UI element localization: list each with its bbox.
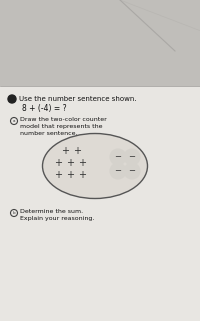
Text: Determine the sum.
Explain your reasoning.: Determine the sum. Explain your reasonin…	[20, 209, 94, 221]
Text: +: +	[54, 170, 62, 180]
Text: −: −	[128, 167, 135, 176]
FancyBboxPatch shape	[0, 86, 200, 321]
Text: +: +	[78, 170, 86, 180]
Text: +: +	[66, 170, 74, 180]
Ellipse shape	[42, 134, 147, 198]
Circle shape	[123, 163, 139, 179]
Text: 8 + (-4) = ?: 8 + (-4) = ?	[22, 105, 66, 114]
Text: Draw the two-color counter
model that represents the
number sentence.: Draw the two-color counter model that re…	[20, 117, 106, 136]
Circle shape	[123, 149, 139, 165]
Text: b: b	[13, 211, 15, 215]
Text: +: +	[66, 158, 74, 168]
Text: +: +	[73, 146, 81, 156]
Text: +: +	[78, 158, 86, 168]
Circle shape	[8, 95, 16, 103]
Text: −: −	[128, 152, 135, 161]
Text: +: +	[54, 158, 62, 168]
FancyBboxPatch shape	[0, 0, 200, 91]
Text: Use the number sentence shown.: Use the number sentence shown.	[19, 96, 136, 102]
Circle shape	[109, 149, 125, 165]
Text: a: a	[13, 119, 15, 123]
Text: −: −	[114, 152, 121, 161]
Text: −: −	[114, 167, 121, 176]
Text: +: +	[61, 146, 69, 156]
Circle shape	[109, 163, 125, 179]
